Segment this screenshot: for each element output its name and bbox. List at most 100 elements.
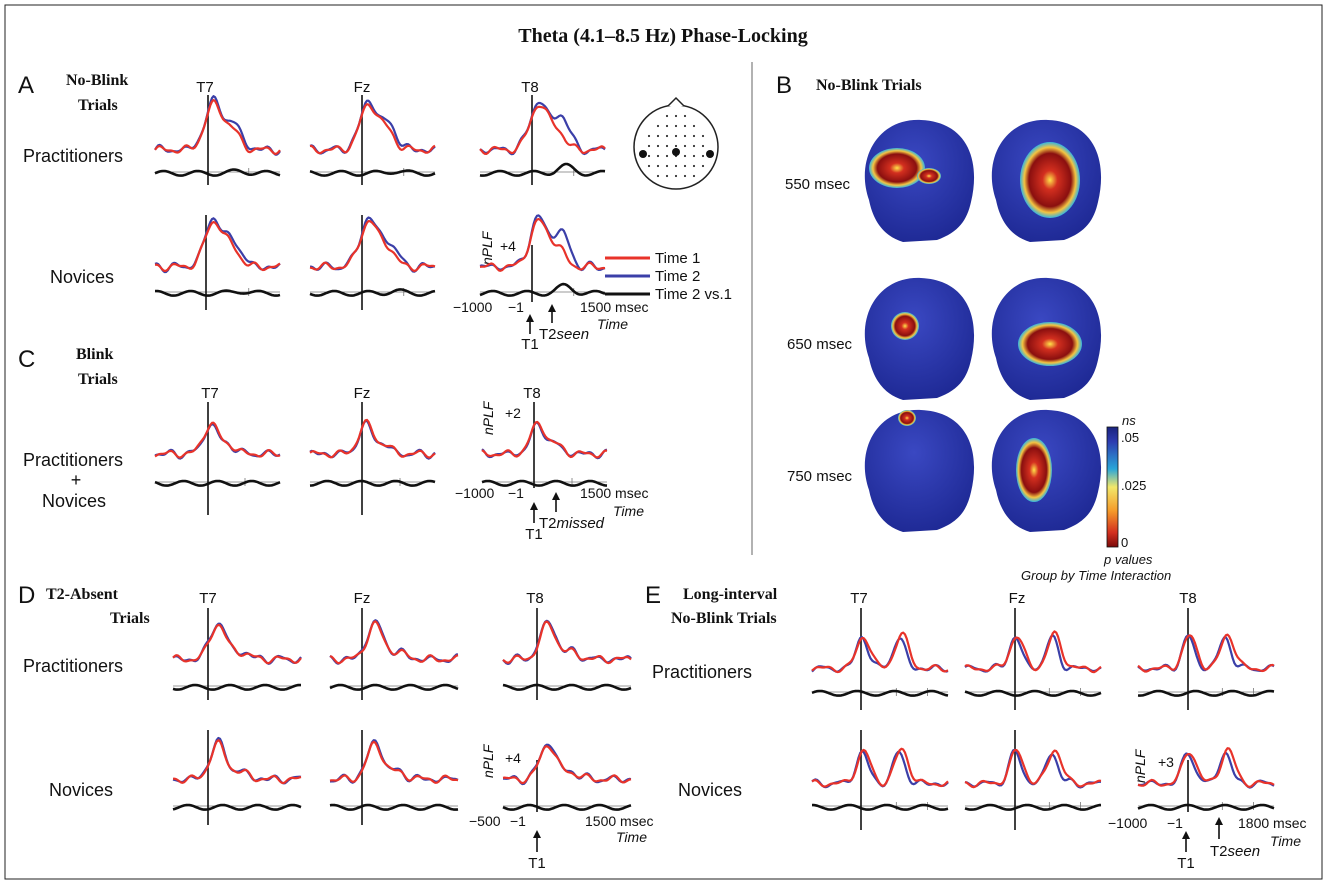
figure-border <box>4 4 1323 880</box>
line-plots <box>154 95 1275 830</box>
panel-e-xend: 1800 msec <box>1238 815 1306 831</box>
plot-a-pract-fz <box>309 95 436 185</box>
montage-dot <box>674 174 678 178</box>
series-time2-vs-1 <box>154 168 281 177</box>
brain-750-left <box>864 409 975 532</box>
panel-e-xaxis: Time <box>1270 833 1301 849</box>
panel-e-row-novices: Novices <box>678 780 742 800</box>
montage-dot <box>656 174 660 178</box>
series-time1 <box>154 220 281 272</box>
panel-c-xzero: −1 <box>508 485 524 501</box>
montage-dot <box>701 144 705 148</box>
montage-dot <box>692 134 696 138</box>
plot-d-nov-fz <box>329 730 459 825</box>
montage-dot <box>665 124 669 128</box>
panel-d-heading-line2: Trials <box>110 610 150 627</box>
series-time1 <box>811 631 949 674</box>
series-time2 <box>1137 634 1275 673</box>
legend-label-diff: Time 2 vs.1 <box>655 286 732 303</box>
panel-d-xstart: −500 <box>469 813 501 829</box>
montage-dot <box>683 144 687 148</box>
colorbar <box>1106 426 1119 548</box>
series-time1 <box>173 739 302 785</box>
panel-e-xstart: −1000 <box>1108 815 1148 831</box>
panel-e-heading-line2: No-Blink Trials <box>671 610 777 627</box>
panel-b-row-750: 750 msec <box>787 468 853 485</box>
montage-dot <box>674 144 678 148</box>
brain-550-left <box>864 119 975 242</box>
electrode-fz-marker <box>672 148 680 156</box>
series-time2-vs-1 <box>812 803 949 811</box>
series-time2-vs-1 <box>154 479 281 487</box>
significance-cluster <box>917 168 941 184</box>
panel-a-row-practitioners: Practitioners <box>23 146 123 166</box>
plot-d-pract-fz <box>329 608 459 700</box>
panel-c-electrode-t7: T7 <box>201 385 219 402</box>
panel-c-ylabel: nPLF <box>480 400 496 435</box>
montage-dot <box>665 164 669 168</box>
series-time1 <box>502 745 632 785</box>
series-time2-vs-1 <box>329 803 459 811</box>
arrow-e-t1-head <box>1182 831 1190 839</box>
plot-e-pract-t7 <box>811 608 949 710</box>
series-time2-vs-1 <box>502 683 632 691</box>
arrow-d-t1-head <box>533 830 541 838</box>
series-time2 <box>811 749 949 789</box>
panel-c-t2: T2missed <box>539 515 605 532</box>
montage-dot <box>656 144 660 148</box>
panel-c-row-line3: Novices <box>42 491 106 511</box>
panel-e-ylabel: nPLF <box>1132 748 1148 783</box>
panel-d-electrode-t7: T7 <box>199 590 217 607</box>
legend-label-time1: Time 1 <box>655 250 700 267</box>
head-surface <box>864 409 975 532</box>
panel-e-row-practitioners: Practitioners <box>652 662 752 682</box>
series-time2-vs-1 <box>309 288 436 297</box>
series-time2 <box>329 739 459 784</box>
electrode-t8-marker <box>706 150 714 158</box>
panel-d-t1: T1 <box>528 855 546 872</box>
panel-c-xaxis: Time <box>613 503 644 519</box>
series-time1 <box>479 105 606 155</box>
colorbar-tick-025: .025 <box>1121 478 1146 493</box>
panel-d-heading-line1: T2-Absent <box>46 586 119 603</box>
montage-dot <box>647 154 651 158</box>
series-time2-vs-1 <box>811 689 949 697</box>
panel-b-row-550: 550 msec <box>785 176 851 193</box>
series-time1 <box>154 98 281 156</box>
montage-dot <box>683 134 687 138</box>
series-time1 <box>502 620 632 665</box>
panel-c-letter: C <box>18 346 35 373</box>
panel-e-electrode-fz: Fz <box>1009 590 1026 607</box>
panel-a-xstart: −1000 <box>453 299 493 315</box>
arrow-a-t2-head <box>548 304 556 312</box>
series-time2-vs-1 <box>502 803 632 811</box>
montage-dot <box>647 134 651 138</box>
panel-e-electrode-t7: T7 <box>850 590 868 607</box>
arrow-e-t2-head <box>1215 817 1223 825</box>
montage-dot <box>665 154 669 158</box>
panel-b-letter: B <box>776 72 792 99</box>
series-time1 <box>172 623 302 665</box>
series-time2-vs-1 <box>964 689 1102 697</box>
plot-d-nov-t8 <box>502 743 632 812</box>
montage-dot <box>647 164 651 168</box>
montage-dot <box>665 134 669 138</box>
time-arrows <box>526 304 1223 852</box>
panel-c-t1: T1 <box>525 526 543 543</box>
series-time1 <box>811 747 949 788</box>
plot-e-nov-fz <box>964 730 1102 830</box>
colorbar-tick-ns: ns <box>1122 413 1136 428</box>
series-time2-vs-1 <box>479 162 606 177</box>
brain-750-right <box>991 409 1102 532</box>
panel-d-xend: 1500 msec <box>585 813 653 829</box>
significance-cluster <box>891 312 919 340</box>
series-time1 <box>309 220 436 273</box>
montage-dot <box>674 114 678 118</box>
legend-label-time2: Time 2 <box>655 268 700 285</box>
montage-dot <box>683 154 687 158</box>
panel-e-ytick: +3 <box>1158 754 1174 770</box>
plot-a-pract-t8 <box>479 95 606 185</box>
plot-e-pract-fz <box>964 608 1102 710</box>
panel-d-ytick: +4 <box>505 750 521 766</box>
